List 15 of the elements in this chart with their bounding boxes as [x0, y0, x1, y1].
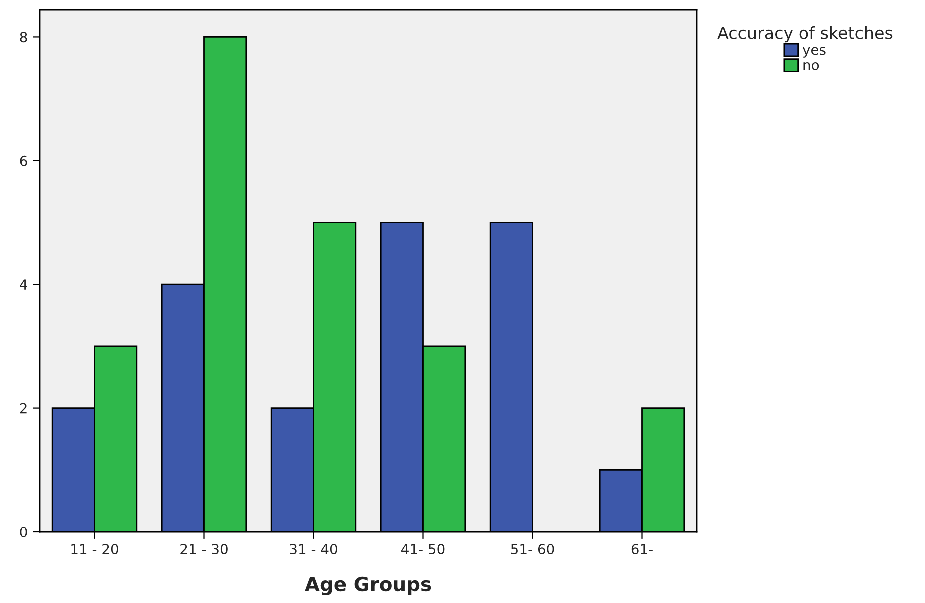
y-tick-label: 6	[20, 156, 28, 166]
legend-title: Accuracy of sketches	[718, 26, 893, 43]
x-tick-label: 61-	[632, 544, 653, 555]
y-tick-label: 8	[20, 32, 28, 43]
x-tick-label: 41- 50	[402, 544, 445, 555]
legend-label: yes	[802, 47, 826, 58]
legend-label: no	[804, 62, 820, 70]
x-tick-label: 31 - 40	[290, 544, 338, 555]
y-tick-label: 4	[20, 280, 28, 290]
y-tick-label: 0	[20, 526, 28, 538]
x-axis-title: Age Groups	[305, 576, 432, 596]
x-tick-label: 51- 60	[511, 544, 554, 555]
y-tick-label: 2	[20, 403, 27, 414]
x-tick-label: 21 - 30	[180, 544, 228, 555]
x-tick-label: 11 - 20	[72, 544, 118, 555]
